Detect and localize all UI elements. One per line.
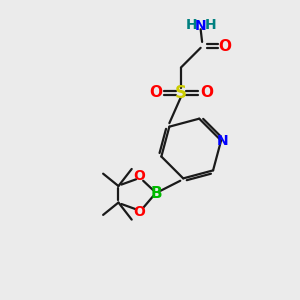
Text: O: O [134, 205, 146, 219]
Text: O: O [149, 85, 162, 100]
Text: H: H [185, 18, 197, 32]
Text: S: S [175, 84, 187, 102]
Text: O: O [218, 39, 231, 54]
Text: O: O [134, 169, 146, 183]
Text: B: B [151, 186, 163, 201]
Text: H: H [204, 18, 216, 32]
Text: N: N [217, 134, 228, 148]
Text: N: N [195, 19, 206, 33]
Text: O: O [200, 85, 213, 100]
